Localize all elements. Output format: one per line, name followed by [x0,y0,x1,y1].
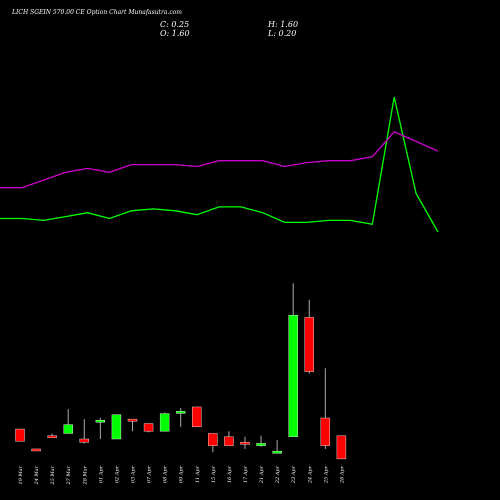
candle-body-up [95,420,106,423]
candle [288,283,298,437]
green-indicator-line [0,96,439,233]
candle [63,409,73,434]
x-tick-label: 28 Mar [82,465,88,485]
candle-body-down [336,435,347,460]
candle [224,431,234,446]
close-value: C: 0.25 [160,20,190,29]
candle-body-down [47,435,57,438]
candle-body-up [111,414,122,440]
candle-body-up [272,450,282,454]
x-tick-label: 15 Apr [211,465,217,483]
candle-body-down [224,436,234,446]
x-tick-label: 16 Apr [227,465,233,483]
x-tick-label: 09 Apr [179,465,185,483]
candle-body-down [79,438,89,443]
x-tick-label: 03 Apr [130,465,136,483]
candle-body-down [127,418,138,422]
x-tick-label: 25 Apr [323,465,329,484]
candle-body-up [256,443,266,446]
x-tick-label: 07 Apr [147,465,153,483]
candle [256,435,266,447]
open-value: O: 1.60 [160,29,190,38]
indicator-lines [0,96,439,233]
candle-body-up [288,315,298,437]
x-tick-label: 01 Apr [98,465,104,483]
low-value: L: 0.20 [268,29,297,38]
high-value: H: 1.60 [268,20,299,29]
candle [31,448,41,452]
x-tick-label: 25 Mar [50,465,56,485]
candles [15,283,347,460]
chart-title: LICH SGEIN 570.00 CE Option Chart Munafa… [12,9,182,16]
x-tick-label: 11 Apr [195,465,201,483]
x-axis-labels: 19 Mar 24 Mar 25 Mar 27 Mar 28 Mar 01 Apr 02 A… [18,465,345,485]
x-tick-label: 24 Apr [307,465,313,484]
candle [320,368,331,449]
candle-body-down [304,317,314,372]
candle [159,412,170,432]
candle-body-down [208,433,218,446]
candle-body-down [240,442,250,445]
magenta-indicator-line [0,131,439,189]
x-tick-label: 23 Apr [291,465,297,484]
candle [127,418,138,432]
candle [143,423,154,433]
candle-body-up [63,424,73,434]
x-tick-label: 02 Apr [114,465,120,483]
x-tick-label: 27 Mar [66,465,72,485]
candle [208,433,218,453]
x-tick-label: 28 Apr [339,465,345,484]
candle-body-up [159,413,170,432]
candle [272,440,282,454]
candle [95,418,106,439]
x-tick-label: 24 Mar [34,465,40,485]
x-tick-label: 17 Apr [243,465,249,483]
candle [304,299,314,374]
candle [336,435,347,460]
candle [175,408,186,427]
x-tick-label: 22 Apr [275,465,281,484]
candle-body-down [31,448,41,452]
candle-body-down [320,417,331,446]
candle-body-up [175,411,186,414]
candle [47,433,57,438]
x-tick-label: 08 Apr [163,465,169,483]
candle-body-down [15,428,25,442]
candle [111,414,122,440]
candle [240,436,250,449]
candle [192,406,202,428]
candle [15,428,25,442]
x-tick-label: 19 Mar [18,465,24,484]
candle-body-down [192,406,202,428]
candle [79,419,89,444]
x-tick-label: 21 Apr [259,465,265,484]
candle-body-down [143,423,154,432]
